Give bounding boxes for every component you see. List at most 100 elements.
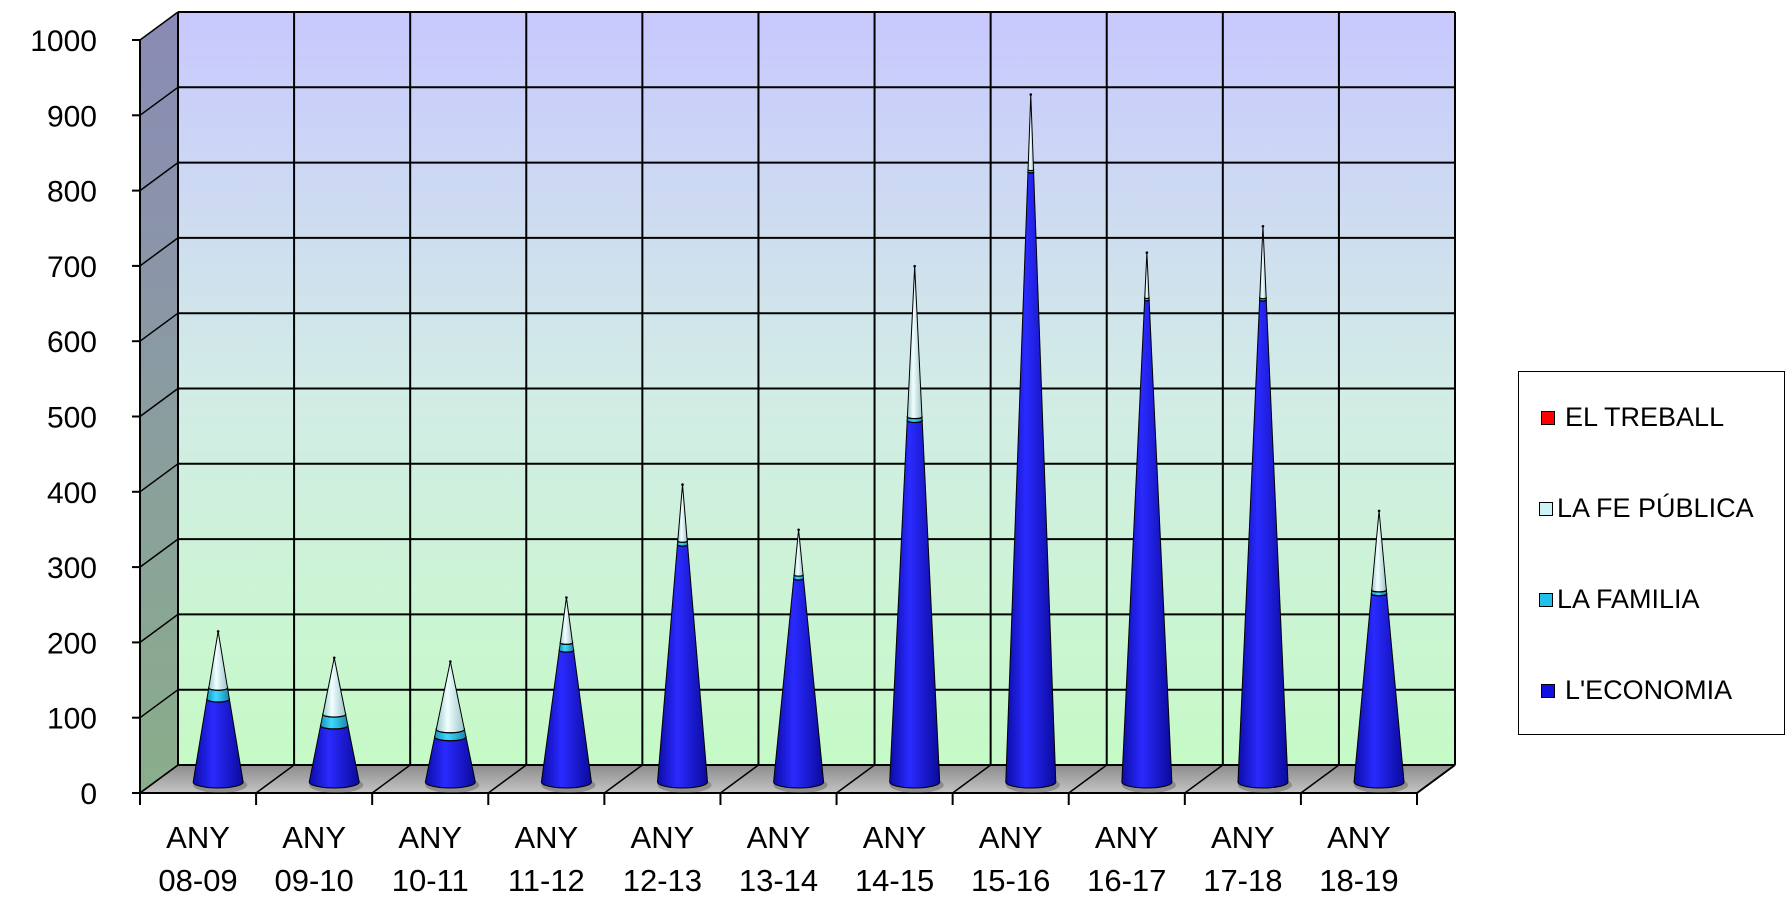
gridline-floor: [139, 764, 179, 794]
x-tick-label: ANY: [514, 820, 578, 855]
cone: [1005, 93, 1060, 793]
x-tick-label: 15-16: [971, 863, 1050, 898]
y-tick-label: 300: [47, 552, 97, 585]
gridline-floor: [371, 764, 411, 794]
cone: [889, 264, 944, 793]
y-tick-label: 200: [47, 627, 97, 660]
gridline-floor: [603, 764, 643, 794]
x-tick-label: 17-18: [1203, 863, 1282, 898]
legend: EL TREBALL LA FE PÚBLICA LA FAMILIA L'EC…: [1518, 371, 1785, 735]
gridline-floor: [1184, 764, 1224, 794]
y-tick-label: 0: [80, 778, 97, 811]
gridline-side: [139, 387, 179, 418]
gridline-floor: [720, 764, 759, 794]
cone-segment: [793, 529, 804, 577]
legend-swatch-la-fe-publica: [1539, 501, 1553, 516]
cone-apex: [1145, 251, 1149, 254]
gridline-side: [139, 86, 179, 116]
cone: [1237, 224, 1292, 793]
legend-swatch-el-treball: [1541, 410, 1555, 425]
x-tick-label: ANY: [1095, 820, 1159, 855]
cone-marks: [192, 93, 1409, 793]
x-tick-label: ANY: [747, 820, 811, 855]
cone: [424, 660, 480, 793]
x-tick-label: 16-17: [1087, 863, 1166, 898]
x-tick-label: 13-14: [739, 863, 818, 898]
cone: [308, 656, 364, 793]
gridline-side: [139, 161, 179, 192]
gridline-side: [139, 689, 179, 719]
y-tick-label: 800: [47, 176, 97, 209]
legend-item-la-fe-publica: LA FE PÚBLICA: [1539, 493, 1754, 524]
gridline-side: [139, 463, 179, 493]
cone-segment: [677, 484, 688, 543]
x-tick-label: ANY: [398, 820, 462, 855]
cone-apex: [1029, 93, 1033, 96]
cone-segment: [906, 266, 923, 420]
gridline-floor: [952, 764, 992, 794]
cone-apex: [913, 264, 916, 268]
x-tick-label: ANY: [1327, 820, 1391, 855]
x-tick-label: ANY: [166, 820, 230, 855]
legend-label-la-familia: LA FAMILIA: [1557, 584, 1700, 614]
x-tick-label: ANY: [1211, 820, 1275, 855]
cone-apex: [332, 656, 336, 660]
gridline-floor: [1068, 764, 1108, 794]
cone-segment: [559, 597, 574, 645]
y-tick-label: 1000: [30, 25, 97, 58]
cone-segment: [1259, 226, 1267, 300]
gridline-side: [139, 613, 179, 644]
cone-segment: [424, 736, 476, 789]
cone-apex: [216, 630, 220, 633]
cone-segment: [322, 657, 347, 718]
legend-item-la-familia: LA FAMILIA: [1539, 584, 1700, 615]
x-tick-label: 18-19: [1319, 863, 1398, 898]
legend-label-leconomia: L'ECONOMIA: [1565, 675, 1733, 705]
legend-swatch-leconomia: [1541, 683, 1555, 698]
x-tick-label: 10-11: [392, 863, 469, 898]
gridline-floor: [255, 764, 295, 794]
legend-swatch-la-familia: [1539, 592, 1553, 607]
cone-segment: [1371, 510, 1387, 593]
gridline-side: [139, 312, 179, 342]
axes: 0 100 200 300 400 500 600 700 800 900 1000 ANY 08-09…: [30, 25, 1418, 898]
gridline-side: [139, 237, 179, 267]
x-tick-label: 09-10: [274, 863, 353, 898]
cone: [657, 483, 712, 793]
gridline-floor: [487, 764, 527, 794]
gridline-side: [139, 538, 179, 568]
cone-apex: [681, 483, 684, 486]
x-tick-label: 14-15: [855, 863, 934, 898]
x-tick-label: ANY: [631, 820, 695, 855]
legend-item-leconomia: L'ECONOMIA: [1541, 675, 1732, 706]
cone-apex: [1377, 509, 1381, 513]
x-tick-label: ANY: [282, 820, 346, 855]
y-tick-label: 400: [47, 477, 97, 510]
y-tick-label: 500: [47, 402, 97, 435]
x-tick-label: ANY: [863, 820, 927, 855]
legend-item-el-treball: EL TREBALL: [1541, 402, 1724, 433]
cone: [192, 630, 248, 793]
x-tick-label: ANY: [979, 820, 1043, 855]
cone-apex: [1261, 224, 1265, 228]
cone-segment: [435, 661, 465, 734]
gridline-floor: [1300, 764, 1340, 794]
gridline-side: [139, 11, 179, 41]
y-tick-label: 100: [47, 703, 97, 736]
y-tick-label: 900: [47, 100, 97, 133]
cone: [540, 596, 596, 793]
gridline-floor: [836, 764, 875, 794]
cone-segment: [1027, 94, 1035, 171]
x-tick-label: 12-13: [623, 863, 702, 898]
cone-apex: [449, 660, 452, 663]
cone: [1353, 509, 1409, 793]
cone-segment: [1144, 252, 1150, 299]
cone: [773, 528, 828, 793]
cone-segment: [208, 631, 229, 691]
cone-apex: [565, 596, 568, 599]
y-tick-label: 600: [47, 326, 97, 359]
cone: [1121, 251, 1176, 793]
x-tick-label: 08-09: [158, 863, 237, 898]
floor-edge: [1416, 764, 1456, 794]
